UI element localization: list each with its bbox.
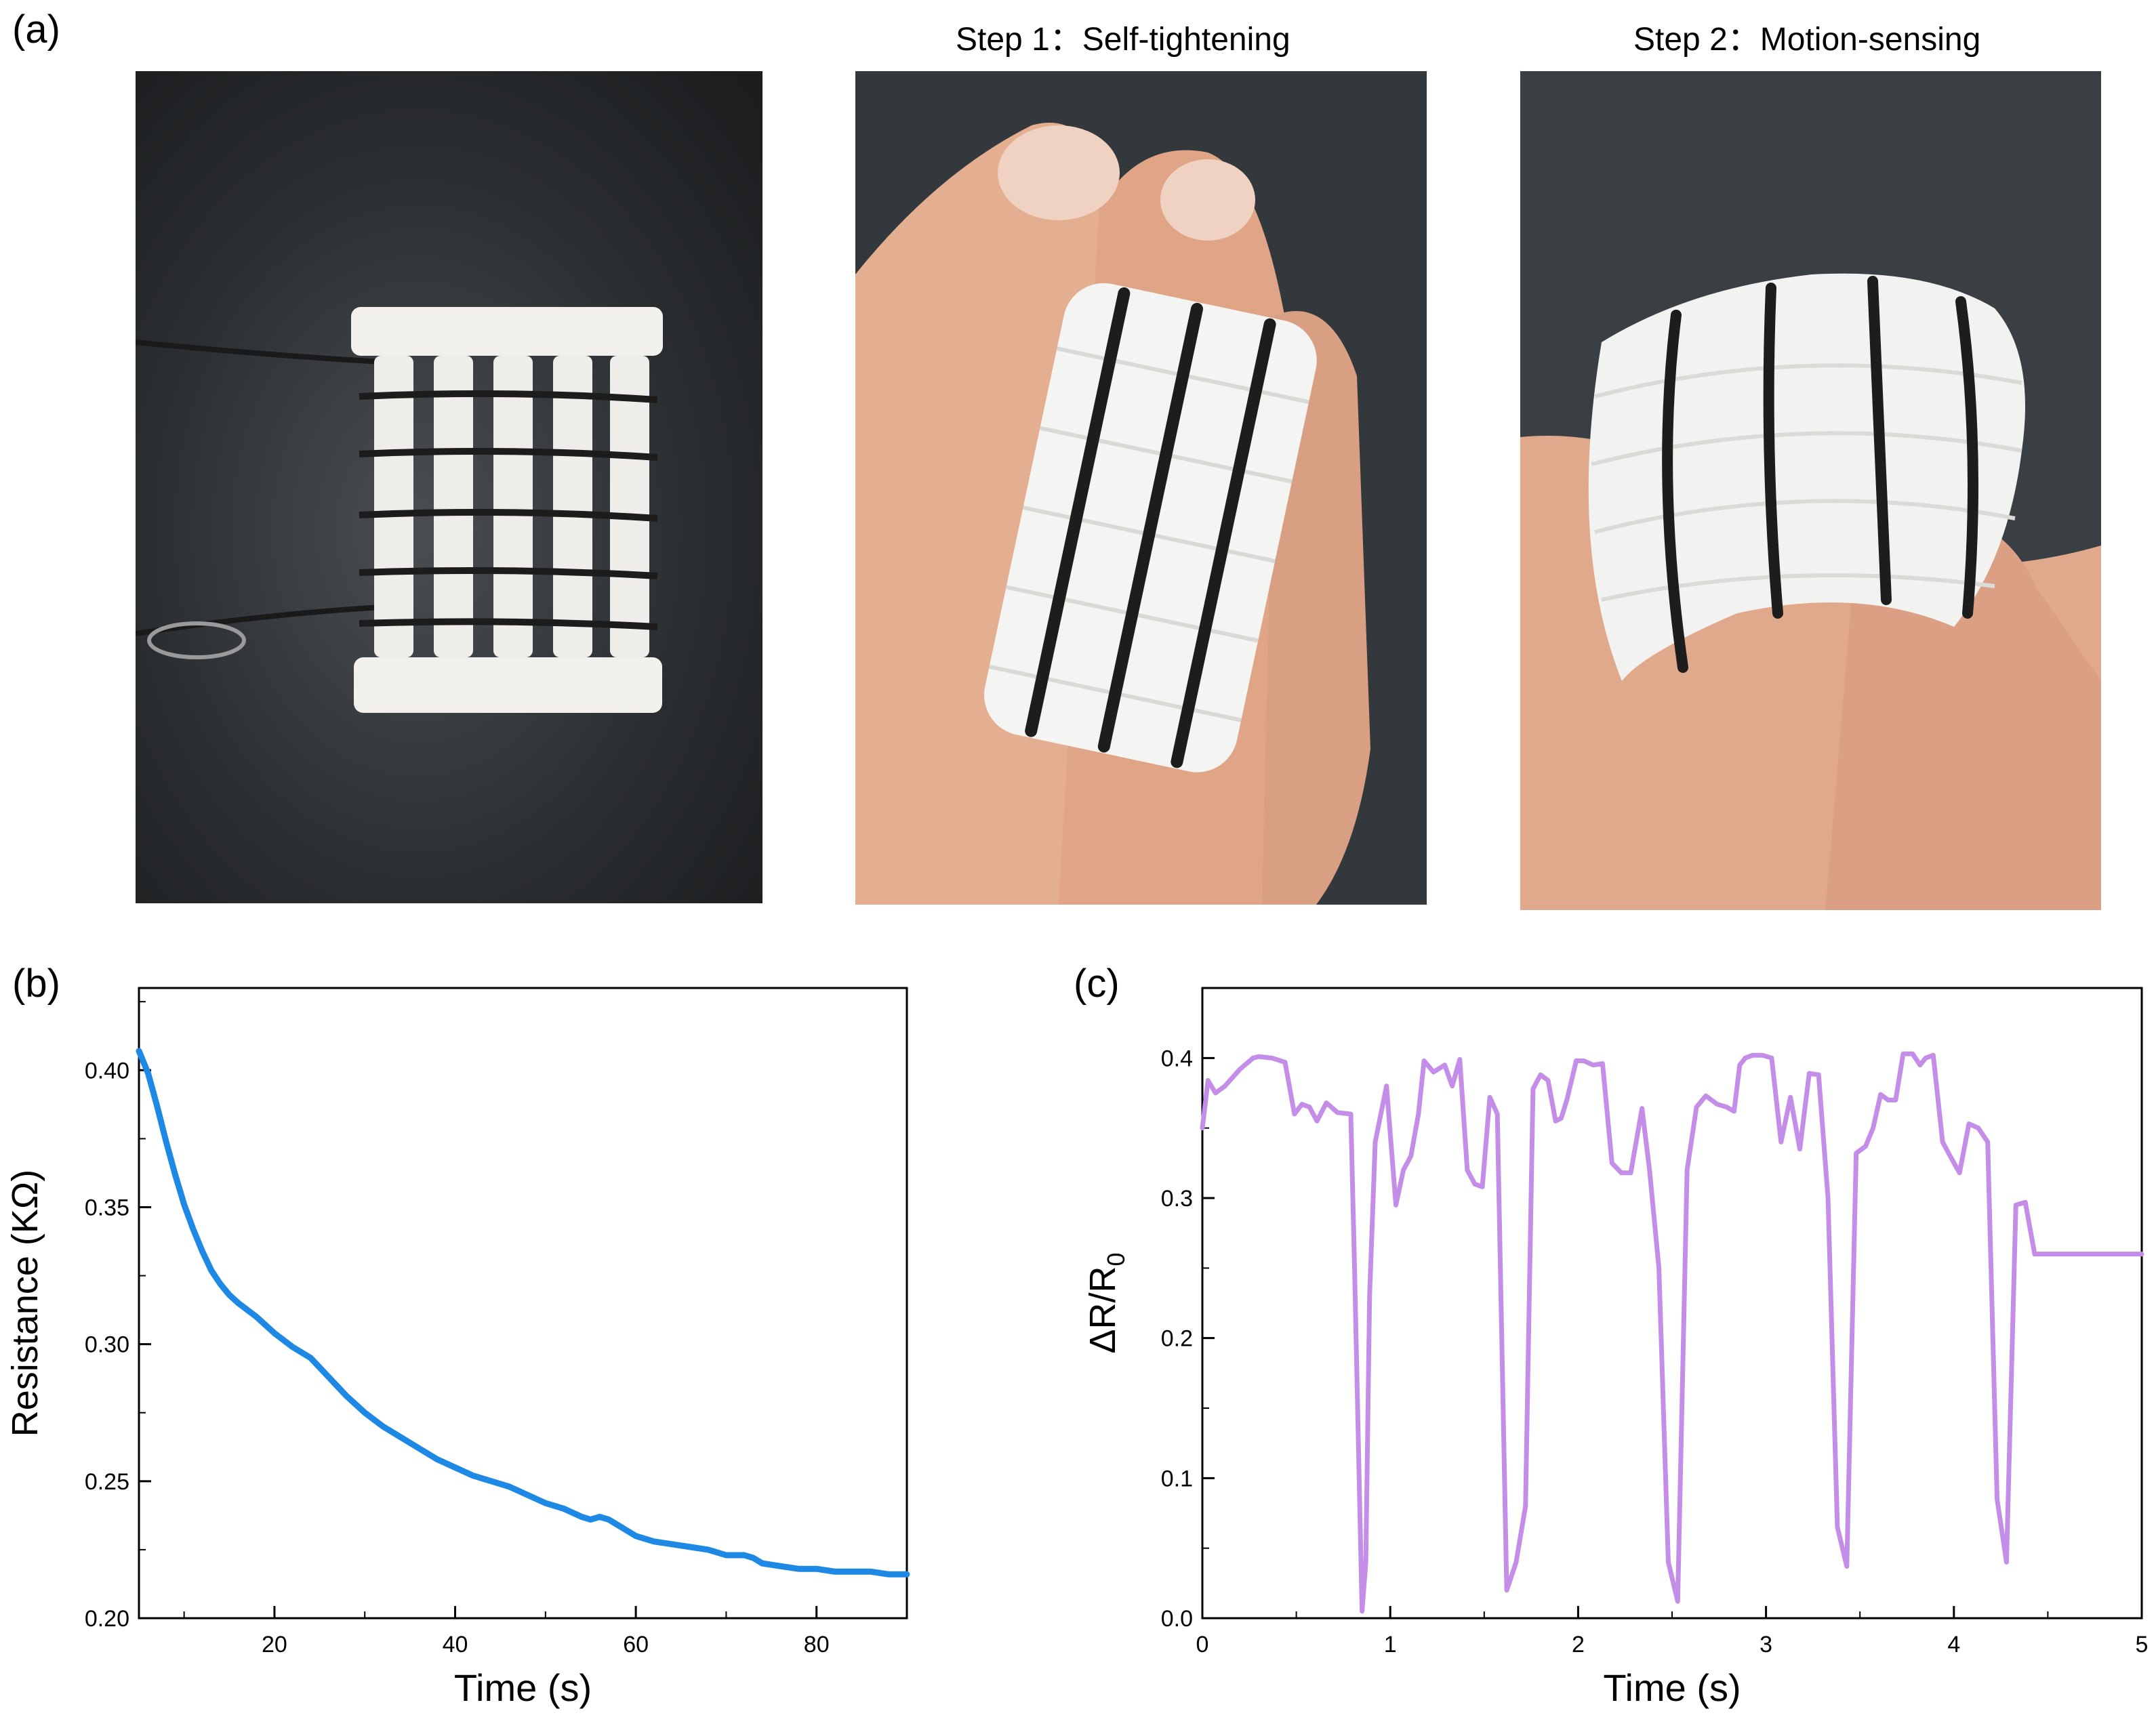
x-tick-label: 3 — [1760, 1632, 1772, 1657]
finger-sensor-photo — [855, 71, 1427, 905]
plot-frame — [138, 987, 908, 1620]
chart-c-relative-resistance-vs-time: 0 1 2 3 4 5 0.0 0.1 0.2 0.3 0.4 Time (s) ΔR/R0 — [1084, 987, 2149, 1709]
y-tick-label: 0.2 — [1161, 1326, 1193, 1352]
panel-label-a: (a) — [12, 7, 60, 52]
x-tick-label: 4 — [1947, 1632, 1960, 1657]
step2-caption: Step 2：Motion-sensing — [1633, 22, 1981, 58]
series-line — [1200, 1051, 2144, 1614]
chart-b-resistance-vs-time: 20 40 60 80 0.20 0.25 0.30 0.35 0.40 Time (s) Resi… — [5, 987, 910, 1709]
y-tick-label: 0.20 — [85, 1606, 129, 1632]
x-tick-label: 1 — [1384, 1632, 1397, 1657]
x-tick-label: 20 — [262, 1632, 287, 1657]
y-axis-label: ΔR/R0 — [1084, 1252, 1130, 1353]
y-tick-label: 0.40 — [85, 1058, 129, 1084]
y-tick-label: 0.4 — [1161, 1046, 1193, 1071]
step1-caption: Step 1：Self-tightening — [956, 22, 1290, 58]
y-tick-label: 0.25 — [85, 1469, 129, 1495]
x-axis-label: Time (s) — [1603, 1666, 1741, 1709]
y-tick-label: 0.1 — [1161, 1466, 1193, 1491]
y-axis-label: Resistance (KΩ) — [5, 1170, 45, 1437]
x-axis-label: Time (s) — [454, 1666, 592, 1709]
y-tick-label: 0.3 — [1161, 1186, 1193, 1212]
x-tick-label: 80 — [804, 1632, 830, 1657]
y-tick-label: 0.0 — [1161, 1606, 1193, 1632]
bent-finger-sensor-photo — [1520, 71, 2101, 910]
x-tick-label: 60 — [623, 1632, 649, 1657]
x-tick-label: 5 — [2136, 1632, 2149, 1657]
x-tick-label: 0 — [1196, 1632, 1209, 1657]
series-0 — [136, 1048, 910, 1578]
panel-label-c: (c) — [1074, 962, 1120, 1006]
series-0 — [1200, 1051, 2144, 1614]
woven-sensor-flat-photo — [136, 71, 762, 903]
panel-label-b: (b) — [12, 962, 60, 1006]
y-tick-label: 0.30 — [85, 1332, 129, 1358]
series-line — [136, 1048, 910, 1578]
x-tick-label: 2 — [1572, 1632, 1585, 1657]
y-tick-label: 0.35 — [85, 1195, 129, 1220]
x-tick-label: 40 — [443, 1632, 468, 1657]
